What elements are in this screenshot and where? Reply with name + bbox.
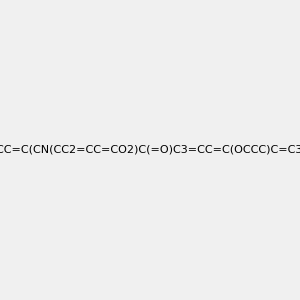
Text: ClC1=CC=C(CN(CC2=CC=CO2)C(=O)C3=CC=C(OCCC)C=C3)C=C1: ClC1=CC=C(CN(CC2=CC=CO2)C(=O)C3=CC=C(OCC…: [0, 145, 300, 155]
